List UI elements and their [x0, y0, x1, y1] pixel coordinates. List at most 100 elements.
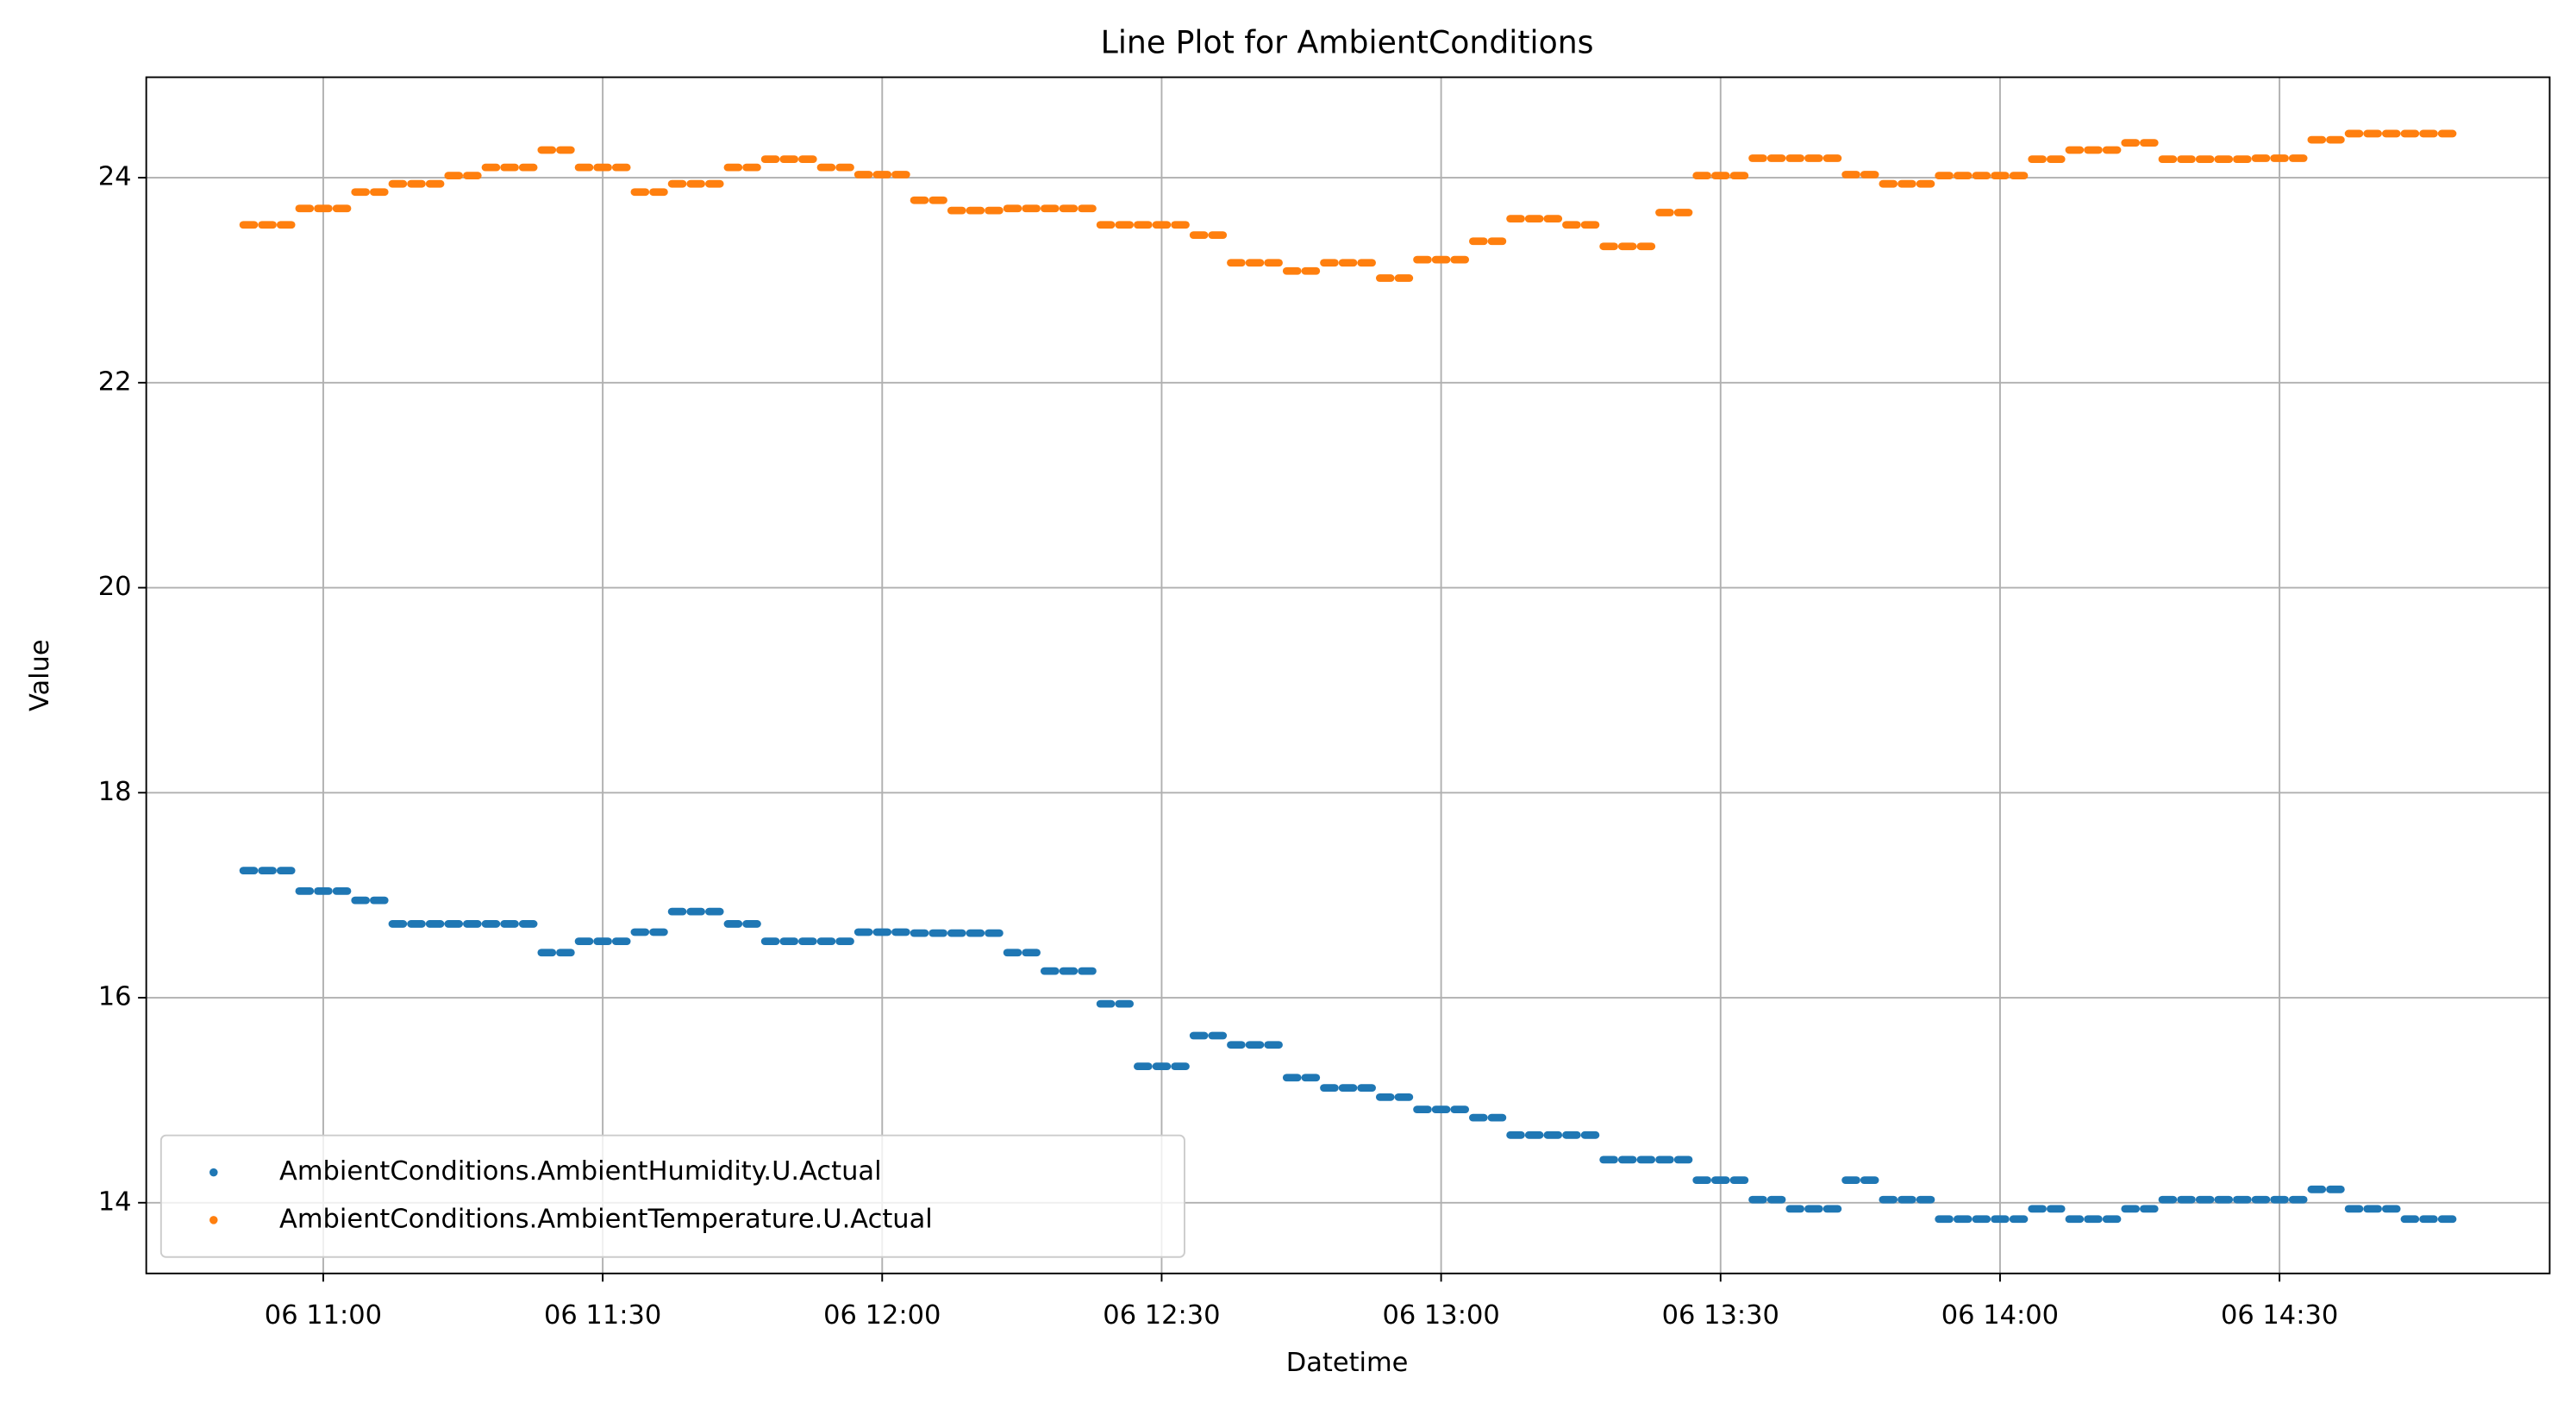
point: [425, 179, 445, 188]
point: [1748, 1195, 1767, 1204]
point: [1115, 999, 1135, 1008]
point: [1301, 266, 1321, 275]
point: [1208, 231, 1228, 240]
point: [1953, 1215, 1973, 1224]
point: [985, 206, 1004, 215]
point: [1580, 1130, 1600, 1139]
point: [2326, 1185, 2345, 1193]
point: [481, 920, 501, 928]
point: [1059, 967, 1079, 975]
legend-label: AmbientConditions.AmbientTemperature.U.A…: [279, 1204, 933, 1234]
point: [2177, 155, 2196, 164]
point: [1898, 179, 1916, 188]
point: [910, 929, 929, 937]
point: [1916, 179, 1935, 188]
point: [1562, 1130, 1581, 1139]
point: [1227, 259, 1246, 267]
point: [1785, 154, 1805, 162]
point: [1879, 179, 1898, 188]
point: [1338, 1084, 1358, 1093]
point: [1338, 259, 1358, 267]
point: [463, 920, 482, 928]
point: [2195, 155, 2215, 164]
point: [2084, 146, 2103, 154]
point: [2065, 146, 2085, 154]
legend-label: AmbientConditions.AmbientHumidity.U.Actu…: [279, 1156, 882, 1187]
point: [1972, 1215, 1991, 1224]
point: [1991, 1215, 2010, 1224]
point: [2288, 1195, 2308, 1204]
point: [1115, 221, 1135, 229]
point: [1524, 215, 1544, 222]
point: [1078, 204, 1097, 213]
chart-title: Line Plot for AmbientConditions: [1101, 23, 1594, 60]
point: [630, 928, 650, 936]
y-tick-label: 22: [98, 366, 132, 397]
point: [258, 867, 277, 875]
point: [891, 928, 910, 936]
point: [2326, 135, 2345, 144]
x-tick-label: 06 13:00: [1382, 1300, 1499, 1331]
point: [1022, 949, 1041, 957]
point: [332, 204, 352, 213]
point: [1617, 1155, 1637, 1164]
point: [779, 155, 799, 164]
point: [2419, 129, 2438, 138]
point: [1301, 1074, 1321, 1082]
point: [1673, 209, 1693, 216]
point: [2251, 1195, 2271, 1204]
point: [1562, 221, 1581, 229]
point: [1134, 1062, 1153, 1071]
point: [1152, 221, 1172, 229]
point: [1394, 1093, 1414, 1101]
point: [630, 188, 650, 197]
point: [1189, 231, 1209, 240]
point: [1804, 154, 1823, 162]
x-axis-label: Datetime: [1286, 1348, 1409, 1378]
point: [1040, 204, 1060, 213]
point: [537, 146, 557, 154]
point: [1264, 1041, 1283, 1049]
point: [1245, 259, 1265, 267]
point: [1524, 1130, 1544, 1139]
point: [928, 929, 947, 937]
point: [332, 887, 352, 895]
y-tick-label: 16: [98, 982, 132, 1012]
series: [239, 867, 2457, 1224]
series: [239, 129, 2457, 282]
point: [1972, 172, 1991, 180]
point: [2363, 1205, 2382, 1213]
point: [611, 163, 631, 172]
x-tick-label: 06 14:00: [1941, 1300, 2059, 1331]
point: [239, 221, 259, 229]
point: [1860, 1176, 1879, 1185]
point: [2363, 129, 2382, 138]
point: [2028, 155, 2047, 164]
point: [1506, 1130, 1525, 1139]
point: [686, 907, 705, 916]
x-tick-label: 06 12:30: [1103, 1300, 1220, 1331]
point: [816, 937, 836, 946]
point: [1450, 1105, 1470, 1113]
point: [2195, 1195, 2215, 1204]
point: [276, 221, 296, 229]
point: [2158, 155, 2178, 164]
point: [1450, 255, 1470, 264]
y-axis-label: Value: [25, 639, 55, 711]
point: [2344, 1205, 2364, 1213]
point: [872, 928, 892, 936]
x-tick-label: 06 14:30: [2221, 1300, 2338, 1331]
point: [1543, 215, 1563, 222]
point: [2270, 154, 2289, 162]
point: [1766, 154, 1786, 162]
point: [407, 179, 426, 188]
point: [295, 204, 315, 213]
point: [2102, 1215, 2122, 1224]
point: [1898, 1195, 1916, 1204]
point: [2121, 1205, 2141, 1213]
point: [593, 163, 612, 172]
point: [760, 937, 780, 946]
point: [1059, 204, 1079, 213]
point: [1413, 1105, 1432, 1113]
point: [1506, 215, 1525, 222]
